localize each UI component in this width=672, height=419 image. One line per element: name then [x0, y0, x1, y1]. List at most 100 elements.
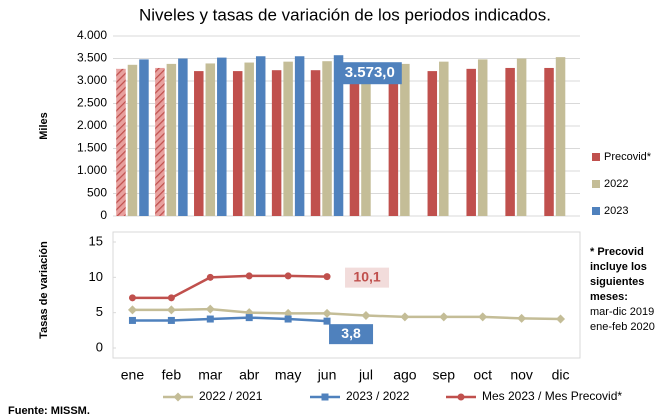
- series-line: [132, 316, 328, 323]
- legend-label: 2022: [604, 178, 628, 190]
- bar: [505, 67, 515, 216]
- x-tick-label: oct: [473, 367, 492, 383]
- legend-label: Mes 2023 / Mes Precovid*: [482, 389, 622, 403]
- y-tick-label: 5: [96, 304, 103, 319]
- note-title: meses:: [590, 291, 628, 303]
- bar: [361, 63, 371, 217]
- point: [284, 315, 292, 323]
- point: [322, 308, 332, 318]
- x-tick-label: ene: [121, 367, 145, 383]
- y-tick-label: 15: [89, 233, 103, 248]
- y-tick-label: 1.500: [77, 141, 107, 155]
- bar: [127, 64, 138, 216]
- y-tick-label: 0: [96, 339, 103, 354]
- point: [517, 313, 527, 323]
- point: [323, 273, 331, 281]
- point: [439, 312, 449, 322]
- note-title: incluye los: [590, 261, 647, 273]
- point: [400, 312, 410, 322]
- legend-marker: [321, 393, 329, 401]
- bar: [555, 57, 566, 217]
- x-tick-label: ago: [393, 367, 417, 383]
- bar: [466, 68, 476, 216]
- legend-swatch: [592, 207, 600, 215]
- y-axis-label: Tasas de variación: [38, 241, 50, 339]
- y-tick-label: 2.000: [77, 118, 107, 132]
- bar: [155, 67, 165, 216]
- legend-label: 2023 / 2022: [346, 389, 410, 403]
- point: [478, 312, 488, 322]
- y-tick-label: 10: [89, 269, 103, 284]
- bar: [255, 56, 266, 216]
- x-tick-label: abr: [239, 367, 260, 383]
- y-tick-label: 4.000: [77, 28, 107, 42]
- bar: [244, 62, 254, 216]
- y-tick-label: 500: [87, 186, 107, 200]
- point: [206, 315, 214, 323]
- series-line: [132, 274, 328, 300]
- x-tick-label: dic: [552, 367, 570, 383]
- bar: [283, 61, 293, 217]
- bar: [388, 72, 399, 216]
- y-tick-label: 1.000: [77, 163, 107, 177]
- note-line: mar-dic 2019: [590, 306, 654, 318]
- data-label: 10,1: [353, 268, 380, 284]
- point: [245, 314, 253, 322]
- series-line: [132, 307, 561, 321]
- data-label: 3.573,0: [345, 64, 395, 81]
- plot-frame: [112, 231, 581, 359]
- source: Fuente: MISSM.: [8, 405, 90, 417]
- data-label-box: [329, 324, 374, 345]
- point: [556, 314, 566, 324]
- bar: [516, 58, 527, 216]
- data-label: 3,8: [341, 325, 361, 341]
- point: [167, 316, 175, 324]
- data-label-box: [345, 267, 390, 288]
- point: [245, 272, 253, 280]
- bar: [544, 67, 554, 216]
- y-tick-label: 3.500: [77, 51, 107, 65]
- note-title: * Precovid: [590, 246, 644, 258]
- x-tick-label: mar: [198, 367, 222, 383]
- legend-label: 2023: [604, 205, 628, 217]
- bar: [439, 61, 449, 217]
- point: [205, 304, 215, 314]
- point: [167, 294, 175, 302]
- bar: [400, 63, 410, 217]
- bar: [232, 71, 243, 216]
- note-title: siguientes: [590, 276, 644, 288]
- legend-label: Precovid*: [604, 151, 652, 163]
- x-tick-label: jul: [358, 367, 373, 383]
- bar: [205, 63, 216, 217]
- bar: [322, 61, 332, 217]
- x-tick-label: feb: [162, 367, 182, 383]
- point: [166, 305, 176, 315]
- bar: [194, 71, 204, 216]
- bar: [178, 58, 188, 216]
- bar: [349, 71, 360, 216]
- bar: [427, 71, 438, 216]
- point: [206, 273, 214, 281]
- legend-swatch: [592, 180, 600, 188]
- legend-swatch: [592, 153, 600, 161]
- bar: [166, 63, 177, 217]
- point: [127, 305, 137, 315]
- bar: [477, 59, 488, 217]
- y-axis-label: Miles: [38, 112, 50, 140]
- point: [128, 294, 136, 302]
- point: [323, 317, 331, 325]
- point: [361, 310, 371, 320]
- chart-title: Niveles y tasas de variación de los peri…: [139, 5, 551, 24]
- bar: [116, 68, 126, 216]
- data-label-box: [337, 62, 402, 85]
- y-tick-label: 0: [100, 208, 107, 222]
- bar: [310, 70, 321, 216]
- y-tick-label: 2.500: [77, 96, 107, 110]
- legend-marker: [173, 392, 183, 402]
- point: [128, 316, 136, 324]
- point: [284, 272, 292, 280]
- legend-marker: [457, 393, 465, 401]
- x-tick-label: sep: [433, 367, 456, 383]
- note-line: ene-feb 2020: [590, 321, 655, 333]
